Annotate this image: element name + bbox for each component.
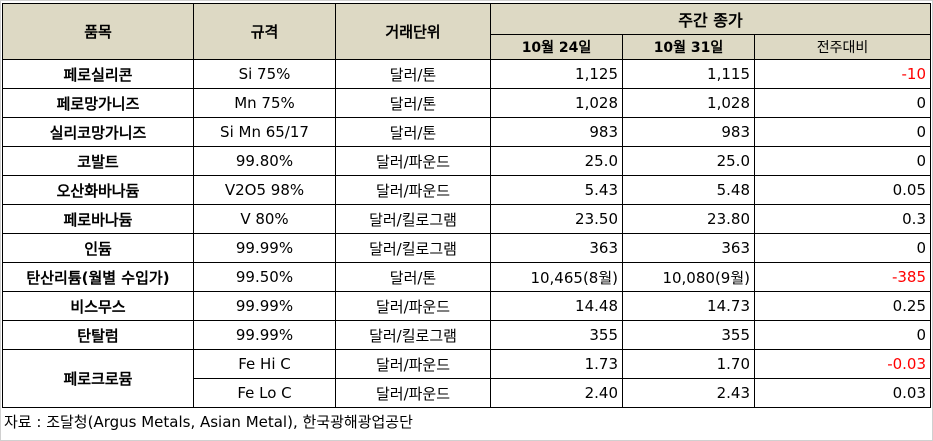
price-change: 0.25	[754, 291, 931, 321]
item-spec: V2O5 98%	[193, 175, 336, 205]
item-name: 탄산리튬(월별 수입가)	[2, 262, 194, 292]
price-date1: 5.43	[490, 175, 623, 205]
item-unit: 달러/톤	[335, 88, 491, 118]
item-spec: Fe Hi C	[193, 349, 336, 379]
price-date2: 5.48	[622, 175, 755, 205]
item-name: 페로크로뮴	[2, 349, 194, 408]
item-spec: V 80%	[193, 204, 336, 234]
price-date1: 1,028	[490, 88, 623, 118]
item-unit: 달러/파운드	[335, 349, 491, 379]
item-name: 페로실리콘	[2, 59, 194, 89]
price-change: -0.03	[754, 349, 931, 379]
item-spec: Si Mn 65/17	[193, 117, 336, 147]
item-unit: 달러/파운드	[335, 291, 491, 321]
price-date1: 2.40	[490, 378, 623, 408]
table-row: 페로크로뮴 Fe Hi C 달러/파운드 1.73 1.70 -0.03	[2, 349, 931, 408]
price-change: 0	[754, 117, 931, 147]
price-date2: 1.70	[622, 349, 755, 379]
header-change: 전주대비	[754, 34, 931, 60]
item-name: 오산화바나듐	[2, 175, 194, 205]
table-row: 탄탈럼 99.99% 달러/킬로그램 355 355 0	[2, 320, 931, 350]
price-date2: 10,080(9월)	[622, 262, 755, 292]
item-unit: 달러/파운드	[335, 378, 491, 408]
price-change: 0.3	[754, 204, 931, 234]
price-date2: 983	[622, 117, 755, 147]
price-date1: 14.48	[490, 291, 623, 321]
item-name: 페로망가니즈	[2, 88, 194, 118]
price-date1: 10,465(8월)	[490, 262, 623, 292]
header-date2: 10월 31일	[622, 34, 755, 60]
item-unit: 달러/톤	[335, 117, 491, 147]
price-change: 0	[754, 233, 931, 263]
price-date1: 25.0	[490, 146, 623, 176]
table-row: 페로실리콘 Si 75% 달러/톤 1,125 1,115 -10	[2, 59, 931, 89]
item-name: 실리코망가니즈	[2, 117, 194, 147]
price-change: -385	[754, 262, 931, 292]
price-date2: 355	[622, 320, 755, 350]
price-date2: 23.80	[622, 204, 755, 234]
price-date2: 363	[622, 233, 755, 263]
price-date2: 14.73	[622, 291, 755, 321]
item-unit: 달러/톤	[335, 262, 491, 292]
table-row: 실리코망가니즈 Si Mn 65/17 달러/톤 983 983 0	[2, 117, 931, 147]
header-spec: 규격	[193, 3, 336, 60]
item-unit: 달러/파운드	[335, 146, 491, 176]
table-row: 탄산리튬(월별 수입가) 99.50% 달러/톤 10,465(8월) 10,080(9…	[2, 262, 931, 292]
item-spec: 99.99%	[193, 320, 336, 350]
item-unit: 달러/킬로그램	[335, 233, 491, 263]
item-spec: Mn 75%	[193, 88, 336, 118]
price-date1: 983	[490, 117, 623, 147]
item-name: 비스무스	[2, 291, 194, 321]
price-date2: 2.43	[622, 378, 755, 408]
item-spec: 99.99%	[193, 233, 336, 263]
item-name: 페로바나듐	[2, 204, 194, 234]
item-name: 코발트	[2, 146, 194, 176]
item-unit: 달러/파운드	[335, 175, 491, 205]
table-row: 코발트 99.80% 달러/파운드 25.0 25.0 0	[2, 146, 931, 176]
item-unit: 달러/톤	[335, 59, 491, 89]
header-item: 품목	[2, 3, 194, 60]
item-spec: 99.80%	[193, 146, 336, 176]
item-spec: Fe Lo C	[193, 378, 336, 408]
header-weekly-close: 주간 종가	[490, 3, 931, 35]
price-table: 품목 규격 거래단위 주간 종가 10월 24일 10월 31일 전주대비 페로…	[2, 3, 931, 408]
price-date2: 1,115	[622, 59, 755, 89]
price-change: 0	[754, 320, 931, 350]
price-change: 0	[754, 88, 931, 118]
price-date1: 363	[490, 233, 623, 263]
price-date1: 23.50	[490, 204, 623, 234]
price-date2: 25.0	[622, 146, 755, 176]
item-spec: Si 75%	[193, 59, 336, 89]
table-row: Fe Lo C 달러/파운드 2.40 2.43 0.03	[3, 378, 931, 408]
item-unit: 달러/킬로그램	[335, 204, 491, 234]
item-name: 인듐	[2, 233, 194, 263]
item-spec: 99.99%	[193, 291, 336, 321]
price-change: 0.03	[754, 378, 931, 408]
price-change: 0.05	[754, 175, 931, 205]
header-unit: 거래단위	[335, 3, 491, 60]
price-change: 0	[754, 146, 931, 176]
item-unit: 달러/킬로그램	[335, 320, 491, 350]
price-change: -10	[754, 59, 931, 89]
table-row: 인듐 99.99% 달러/킬로그램 363 363 0	[2, 233, 931, 263]
price-date1: 1,125	[490, 59, 623, 89]
table-row: 오산화바나듐 V2O5 98% 달러/파운드 5.43 5.48 0.05	[2, 175, 931, 205]
table-row: 페로바나듐 V 80% 달러/킬로그램 23.50 23.80 0.3	[2, 204, 931, 234]
table-row: 페로망가니즈 Mn 75% 달러/톤 1,028 1,028 0	[2, 88, 931, 118]
header-date1: 10월 24일	[490, 34, 623, 60]
price-date1: 1.73	[490, 349, 623, 379]
item-spec: 99.50%	[193, 262, 336, 292]
price-date2: 1,028	[622, 88, 755, 118]
table-row: 비스무스 99.99% 달러/파운드 14.48 14.73 0.25	[2, 291, 931, 321]
source-note: 자료 : 조달청(Argus Metals, Asian Metal), 한국광…	[4, 413, 413, 431]
price-date1: 355	[490, 320, 623, 350]
item-name: 탄탈럼	[2, 320, 194, 350]
